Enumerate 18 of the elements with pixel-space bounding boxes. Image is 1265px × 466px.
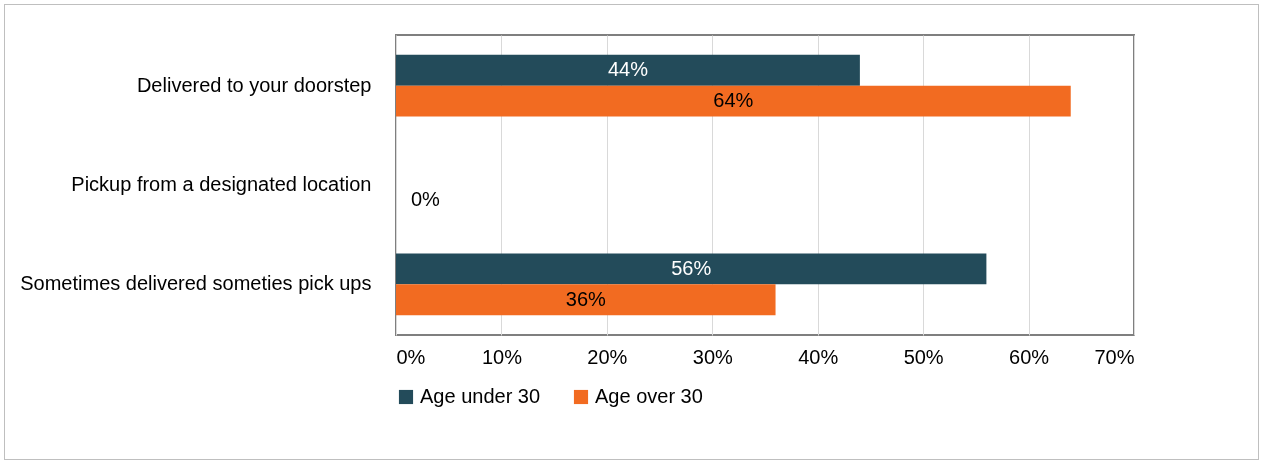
data-label: 44% xyxy=(607,58,649,81)
x-tick-label: 70% xyxy=(1094,345,1135,368)
x-tick-label: 60% xyxy=(1009,345,1050,368)
data-label: 56% xyxy=(671,256,712,279)
x-tick-label: 0% xyxy=(396,345,426,368)
legend-label: Age under 30 xyxy=(420,385,541,407)
x-tick-label: 50% xyxy=(903,345,944,368)
y-tick-label: Sometimes delivered someties pick ups xyxy=(20,272,372,295)
y-tick-label: Pickup from a designated location xyxy=(71,173,372,195)
x-tick-label: 10% xyxy=(481,345,523,368)
data-label: 36% xyxy=(565,287,606,310)
y-tick-label: Delivered to your doorstep xyxy=(136,73,372,96)
data-label: 0% xyxy=(411,188,441,211)
x-tick-label: 30% xyxy=(692,345,734,368)
data-label: 64% xyxy=(713,89,754,112)
x-tick-label: 40% xyxy=(798,345,839,368)
x-tick-label: 20% xyxy=(587,345,628,368)
legend-label: Age over 30 xyxy=(595,385,703,407)
